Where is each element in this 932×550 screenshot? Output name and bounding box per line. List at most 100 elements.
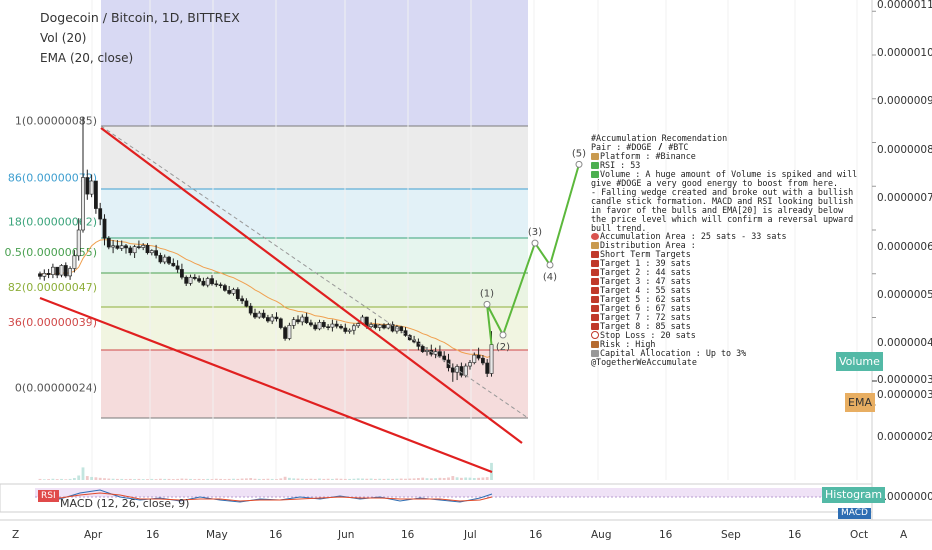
candle-body — [265, 317, 270, 322]
volume-bar — [417, 478, 420, 480]
note-stop-loss-row: Stop Loss : 20 sats — [591, 330, 859, 340]
candle-body — [119, 245, 124, 249]
pin-icon — [591, 305, 599, 313]
candle-body — [244, 300, 249, 307]
candle-body — [124, 245, 128, 249]
note-target-row: Target 4 : 55 sats — [591, 286, 859, 295]
candle-body — [98, 208, 103, 220]
note-target: Target 3 : 47 sats — [600, 277, 691, 287]
chart-title[interactable]: Dogecoin / Bitcoin, 1D, BITTREX — [40, 10, 240, 25]
volume-indicator-label[interactable]: Vol (20) — [40, 31, 87, 45]
candle-body — [468, 362, 472, 367]
volume-bar — [38, 478, 42, 480]
histogram-badge[interactable]: Histogram — [822, 487, 886, 503]
candle-body — [253, 312, 257, 318]
volume-bar — [197, 478, 201, 480]
fib-zone-3 — [101, 238, 528, 273]
candle-body — [390, 324, 395, 332]
projection-point — [483, 300, 491, 308]
ema-badge[interactable]: EMA — [845, 393, 875, 412]
warning-icon — [591, 340, 599, 348]
volume-bar — [210, 479, 214, 480]
volume-bar — [249, 478, 253, 480]
note-target: Target 4 : 55 sats — [600, 286, 691, 296]
volume-bar — [464, 477, 468, 480]
note-capital: Capital Allocation : Up to 3% — [600, 348, 747, 358]
time-label: 16 — [146, 529, 160, 541]
candle-body — [201, 280, 206, 286]
volume-bar — [395, 478, 399, 480]
volume-bar — [107, 478, 111, 480]
candle-body — [270, 316, 275, 322]
projection-point — [499, 331, 507, 339]
volume-bar — [236, 478, 240, 480]
note-volume-row: Volume : A huge amount of Volume is spik… — [591, 169, 859, 188]
candle-body — [313, 324, 318, 330]
candle-body — [106, 238, 111, 248]
volume-bar — [227, 478, 231, 480]
volume-bar — [447, 477, 450, 480]
note-target-row: Target 8 : 85 sats — [591, 322, 859, 331]
volume-bar — [421, 477, 425, 480]
candle-body — [89, 180, 94, 195]
wave-label: (2) — [496, 342, 510, 353]
note-platform-row: Platform : #Binance — [591, 152, 859, 161]
volume-bar — [111, 478, 115, 480]
left-axis-button[interactable]: Z — [12, 529, 20, 541]
volume-bar — [326, 478, 330, 480]
volume-bar — [296, 478, 300, 480]
volume-bar — [382, 478, 386, 480]
volume-bar — [369, 478, 373, 480]
wedge-lower-line — [39, 296, 493, 474]
rsi-band — [35, 488, 870, 497]
volume-bar — [262, 478, 265, 480]
accumulation-note[interactable]: #Accumulation Recomendation Pair : #DOGE… — [591, 134, 859, 367]
volume-bar — [451, 476, 455, 480]
volume-bar — [460, 477, 463, 480]
macd-indicator-label[interactable]: MACD (12, 26, close, 9) — [60, 497, 190, 510]
volume-bar — [98, 477, 102, 480]
candle-body — [343, 327, 348, 332]
candle-body — [72, 255, 77, 269]
house-icon — [591, 242, 599, 250]
candle-body — [59, 265, 64, 276]
candle-body — [63, 265, 68, 277]
candle-body — [223, 285, 227, 291]
projection-point — [575, 160, 583, 168]
candle-body — [334, 323, 339, 327]
right-axis-button[interactable]: A — [900, 529, 908, 541]
macd-badge[interactable]: MACD — [838, 508, 871, 519]
ema-indicator-label[interactable]: EMA (20, close) — [40, 51, 134, 65]
fib-label: 1(0.00000085) — [15, 115, 97, 128]
candle-body — [287, 325, 292, 339]
rsi-badge[interactable]: RSI — [38, 490, 59, 502]
candle-body — [278, 318, 283, 328]
volume-bar — [374, 478, 377, 480]
volume-bar — [412, 478, 416, 480]
note-short-term: Short Term Targets — [600, 250, 691, 260]
pin-icon — [591, 314, 599, 322]
volume-bar — [150, 478, 154, 480]
candle-body — [442, 355, 447, 361]
fib-zone-top — [101, 0, 528, 126]
volume-bar — [184, 478, 188, 480]
time-label: 16 — [788, 529, 802, 541]
candle-body — [485, 362, 490, 374]
time-label: Jun — [338, 529, 355, 541]
fib-label: 82(0.00000047) — [8, 281, 97, 294]
candle-body — [347, 329, 352, 332]
volume-badge[interactable]: Volume — [836, 352, 883, 371]
volume-bar — [365, 478, 369, 480]
candle-body — [171, 262, 176, 267]
volume-bar — [257, 478, 261, 480]
candle-body — [128, 247, 133, 254]
note-target-row: Target 5 : 62 sats — [591, 295, 859, 304]
volume-bar — [180, 478, 184, 480]
